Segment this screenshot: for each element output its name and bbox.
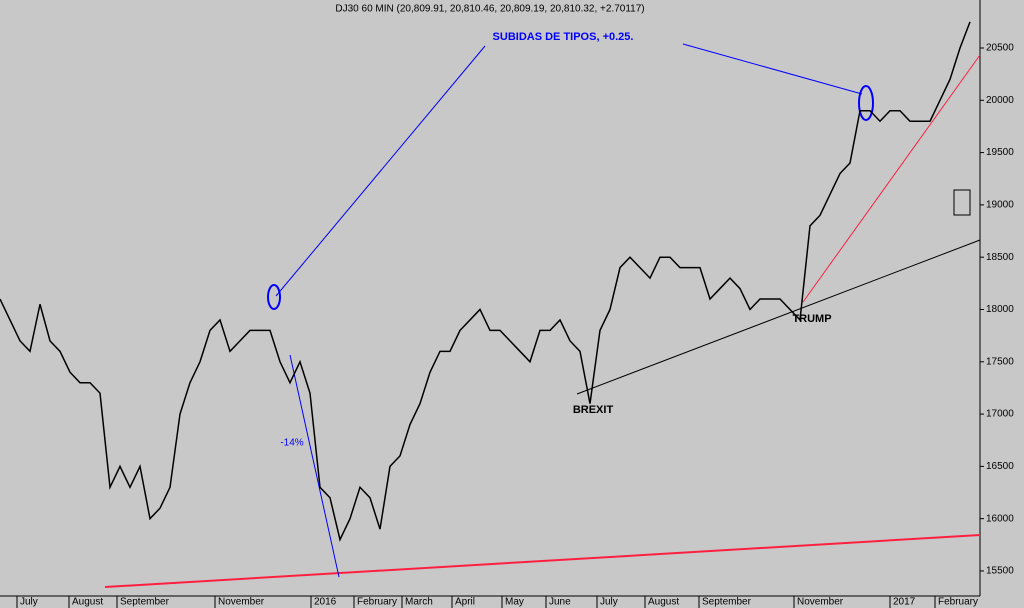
y-tick-label: 17500: [986, 356, 1014, 367]
x-tick-label: 2017: [893, 597, 916, 608]
highlight: [267, 284, 281, 310]
x-tick-label: July: [20, 597, 38, 608]
x-tick-label: February: [357, 597, 397, 608]
y-tick-label: 20500: [986, 43, 1014, 54]
x-tick-label: June: [549, 597, 571, 608]
y-tick-label: 15500: [986, 566, 1014, 577]
annotation: SUBIDAS DE TIPOS, +0.25.: [493, 31, 634, 43]
x-tick-label: August: [72, 597, 103, 608]
plot-area: [0, 0, 980, 596]
drop-line: [289, 354, 340, 578]
x-tick-label: November: [218, 597, 265, 608]
y-tick-label: 16000: [986, 513, 1014, 524]
annotation: TRUMP: [792, 313, 831, 325]
x-tick-label: August: [648, 597, 679, 608]
y-tick-label: 18000: [986, 304, 1014, 315]
y-tick-label: 19500: [986, 147, 1014, 158]
chart-title: DJ30 60 MIN (20,809.91, 20,810.46, 20,80…: [335, 4, 644, 15]
pointer-line: [275, 45, 486, 297]
x-tick-label: September: [702, 597, 752, 608]
annotation: BREXIT: [573, 404, 614, 416]
price-line: [0, 21, 971, 542]
y-tick-label: 18500: [986, 252, 1014, 263]
highlight: [858, 85, 874, 121]
trend-line: [802, 54, 981, 303]
y-tick-label: 19000: [986, 200, 1014, 211]
box: [953, 189, 971, 216]
x-tick-label: November: [797, 597, 844, 608]
y-tick-label: 17000: [986, 409, 1014, 420]
y-tick-label: 16500: [986, 461, 1014, 472]
x-tick-label: July: [600, 597, 618, 608]
x-tick-label: May: [505, 597, 524, 608]
x-tick-label: September: [120, 597, 170, 608]
annotation: -14%: [280, 438, 303, 449]
x-tick-label: March: [405, 597, 433, 608]
x-tick-label: April: [455, 597, 475, 608]
x-tick-label: February: [938, 597, 978, 608]
trend-line: [576, 239, 981, 395]
y-tick-label: 20000: [986, 95, 1014, 106]
pointer-line: [682, 43, 863, 95]
x-tick-label: 2016: [314, 597, 337, 608]
support-line: [104, 534, 981, 588]
